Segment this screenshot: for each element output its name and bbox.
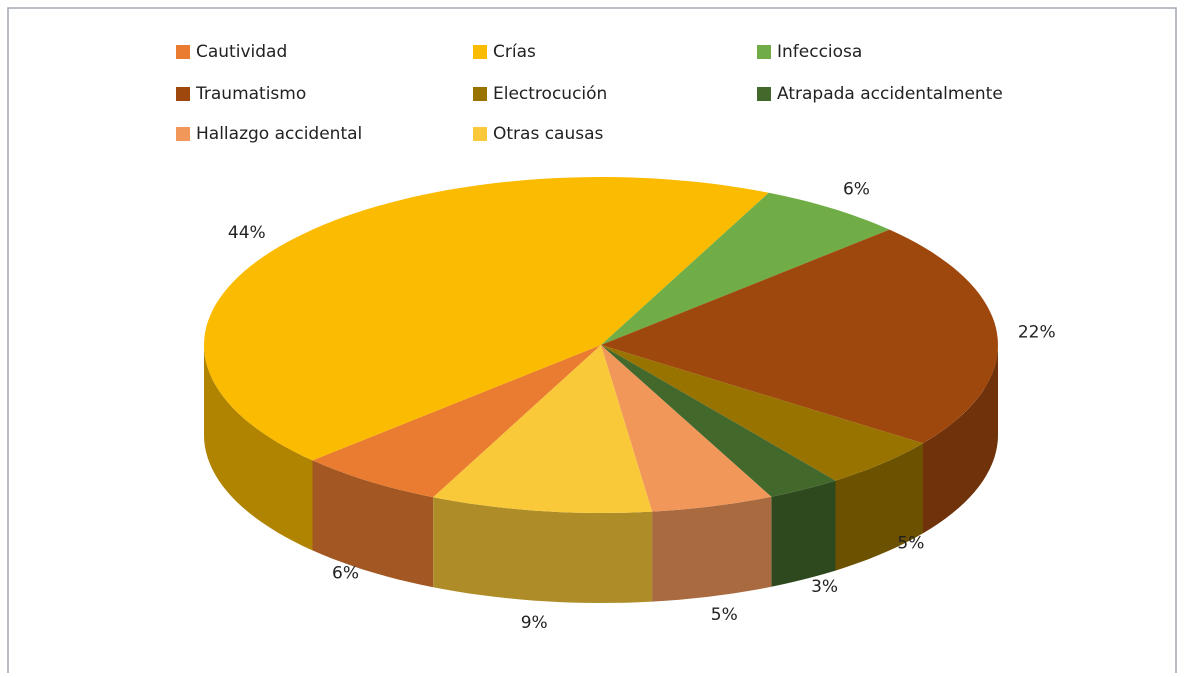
- data-label: 6%: [843, 180, 870, 200]
- data-label: 6%: [332, 563, 359, 583]
- legend-label: Electrocución: [493, 84, 607, 104]
- frame: [7, 7, 1177, 677]
- data-label: 3%: [811, 577, 838, 597]
- legend-swatch: [757, 45, 771, 59]
- data-label: 5%: [897, 533, 924, 553]
- legend-swatch: [473, 45, 487, 59]
- slice: [601, 229, 998, 444]
- data-label: 44%: [228, 223, 266, 243]
- slice-side: [312, 460, 434, 588]
- slice: [601, 345, 836, 497]
- slice: [601, 345, 923, 481]
- legend-swatch: [473, 87, 487, 101]
- slice-side: [835, 443, 923, 571]
- slice-side: [204, 345, 313, 551]
- legend-label: Otras causas: [493, 124, 604, 144]
- slice-side: [652, 496, 772, 602]
- slice-side: [771, 480, 836, 587]
- data-label: 9%: [521, 613, 548, 633]
- slice: [601, 192, 890, 345]
- slice-side: [433, 497, 653, 603]
- legend-swatch: [473, 127, 487, 141]
- legend-swatch: [176, 127, 190, 141]
- slice-side: [923, 345, 998, 534]
- legend-swatch: [176, 87, 190, 101]
- data-label: 22%: [1018, 322, 1056, 342]
- data-label: 5%: [711, 605, 738, 625]
- legend-swatch: [176, 45, 190, 59]
- legend-label: Infecciosa: [777, 42, 862, 62]
- slice: [601, 345, 772, 512]
- slice: [204, 177, 769, 461]
- legend-label: Crías: [493, 42, 536, 62]
- slice: [433, 345, 653, 513]
- legend-label: Atrapada accidentalmente: [777, 84, 1003, 104]
- legend-label: Hallazgo accidental: [196, 124, 362, 144]
- slice: [312, 345, 601, 498]
- legend-label: Cautividad: [196, 42, 287, 62]
- legend-swatch: [757, 87, 771, 101]
- legend-label: Traumatismo: [195, 84, 306, 104]
